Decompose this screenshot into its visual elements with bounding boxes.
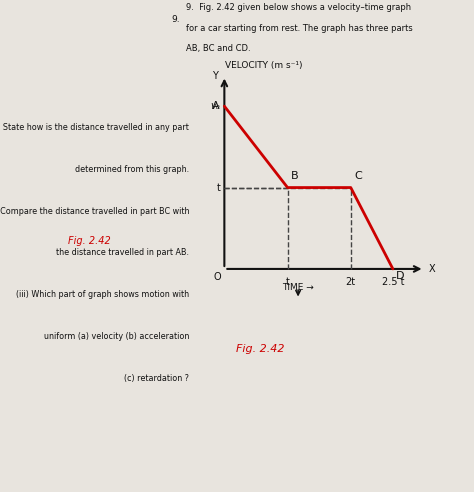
Text: 9.  Fig. 2.42 given below shows a velocity–time graph: 9. Fig. 2.42 given below shows a velocit… <box>186 3 411 12</box>
Text: determined from this graph.: determined from this graph. <box>75 165 189 174</box>
Text: AB, BC and CD.: AB, BC and CD. <box>186 44 250 53</box>
Text: TIME →: TIME → <box>282 283 314 292</box>
Text: 2t: 2t <box>346 277 356 287</box>
Text: (ii) Compare the distance travelled in part BC with: (ii) Compare the distance travelled in p… <box>0 207 189 215</box>
Text: VELOCITY (m s⁻¹): VELOCITY (m s⁻¹) <box>226 61 303 69</box>
Text: 2.5 t: 2.5 t <box>382 277 404 287</box>
Text: B: B <box>291 171 298 182</box>
Text: v₀: v₀ <box>210 101 220 111</box>
Text: the distance travelled in part AB.: the distance travelled in part AB. <box>56 248 189 257</box>
Text: (c) retardation ?: (c) retardation ? <box>124 374 189 383</box>
Text: (i) State how is the distance travelled in any part: (i) State how is the distance travelled … <box>0 123 189 132</box>
Text: t: t <box>216 183 220 192</box>
Text: Fig. 2.42: Fig. 2.42 <box>68 236 111 246</box>
Text: O: O <box>214 272 221 282</box>
Text: X: X <box>428 264 435 274</box>
Text: (iii) Which part of graph shows motion with: (iii) Which part of graph shows motion w… <box>16 290 189 299</box>
Text: C: C <box>354 171 362 182</box>
Text: for a car starting from rest. The graph has three parts: for a car starting from rest. The graph … <box>186 24 412 32</box>
Text: t: t <box>286 277 290 287</box>
Text: Fig. 2.42: Fig. 2.42 <box>237 344 285 354</box>
Text: Y: Y <box>212 71 218 81</box>
Text: D: D <box>396 271 404 281</box>
Text: A: A <box>211 101 219 111</box>
Text: 9.: 9. <box>172 15 180 24</box>
Text: uniform (a) velocity (b) acceleration: uniform (a) velocity (b) acceleration <box>44 332 189 341</box>
